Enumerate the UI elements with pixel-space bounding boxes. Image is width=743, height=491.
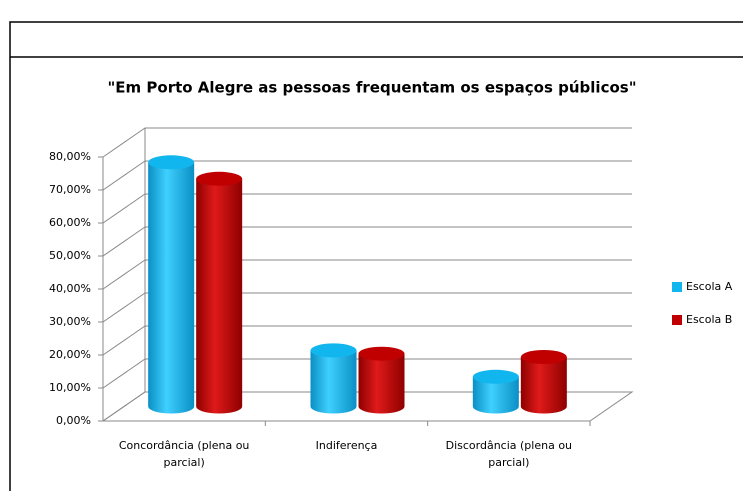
cylinder-top	[520, 350, 567, 364]
cylinder-top	[358, 346, 405, 361]
y-tick-label: 20,00%	[49, 348, 91, 361]
y-tick-label: 50,00%	[49, 249, 91, 262]
legend-swatch	[672, 282, 682, 292]
cylinder-top	[196, 171, 243, 186]
frame	[9, 21, 743, 491]
x-tick-label: Discordância (plena ou parcial)	[445, 439, 573, 469]
cylinder-body	[148, 162, 195, 414]
bar	[520, 350, 567, 414]
legend-label: Escola A	[686, 280, 733, 293]
bar	[148, 155, 195, 414]
y-tick-label: 0,00%	[56, 414, 91, 427]
cylinder-body	[472, 376, 519, 414]
y-tick-label: 10,00%	[49, 381, 91, 394]
y-tick-label: 60,00%	[49, 216, 91, 229]
cylinder-body	[520, 357, 567, 414]
cylinder-body	[196, 178, 243, 414]
bar	[472, 369, 519, 414]
chart-title: "Em Porto Alegre as pessoas frequentam o…	[107, 79, 636, 97]
y-tick-label: 40,00%	[49, 282, 91, 295]
legend-label: Escola B	[686, 313, 732, 326]
y-tick-label: 80,00%	[49, 150, 91, 163]
grid-line	[102, 127, 632, 158]
cylinder-top	[310, 343, 357, 358]
cylinder-top	[472, 369, 519, 384]
bar	[196, 171, 243, 414]
bar	[358, 346, 405, 414]
legend-swatch	[672, 315, 682, 325]
x-tick-label: Concordância (plena ou parcial)	[118, 439, 250, 469]
y-tick-label: 30,00%	[49, 315, 91, 328]
cylinder-body	[358, 353, 405, 414]
y-tick-label: 70,00%	[49, 183, 91, 196]
cylinder-top	[148, 155, 195, 170]
x-tick-label: Indiferença	[315, 439, 378, 452]
cylinder-body	[310, 350, 357, 414]
bar	[310, 343, 357, 414]
